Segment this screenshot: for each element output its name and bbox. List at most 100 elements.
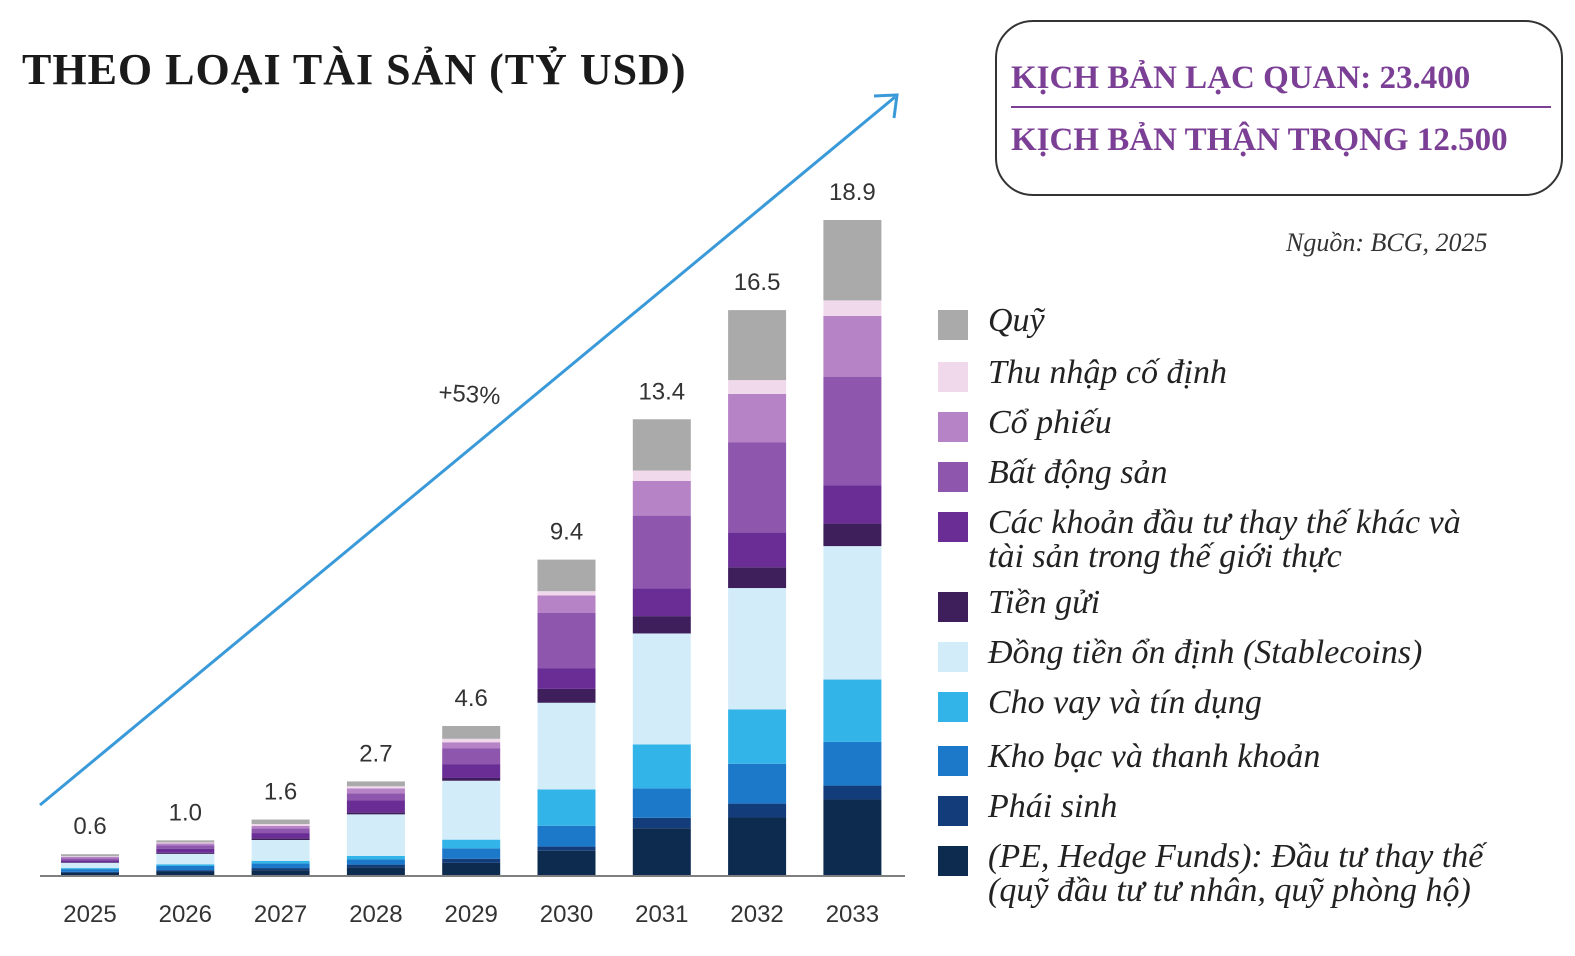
bar-segment — [346, 788, 405, 794]
bar-segment — [156, 848, 215, 853]
bar-segment — [61, 868, 119, 870]
legend-swatch — [938, 592, 968, 622]
legend-swatch — [938, 642, 968, 672]
bar-segment — [537, 612, 596, 669]
legend-swatch — [938, 462, 968, 492]
bar-segment — [156, 853, 215, 865]
bar-segment — [346, 781, 405, 787]
trend-arrow-line — [39, 95, 896, 807]
bar-segment — [346, 793, 405, 801]
bar-segment — [728, 763, 787, 804]
bar-segment — [823, 546, 882, 680]
bar-segment — [537, 850, 596, 875]
bar-segment — [632, 633, 691, 745]
bar-segment — [251, 825, 310, 829]
x-tick-label: 2033 — [826, 901, 879, 928]
bar-segment — [442, 748, 501, 765]
bar-total-label: 2.7 — [359, 740, 392, 767]
bar-segment — [632, 828, 691, 875]
legend-label: Kho bạc và thanh khoản — [988, 738, 1321, 775]
bar-segment — [346, 814, 405, 856]
scenario-box: KỊCH BẢN LẠC QUAN: 23.400 KỊCH BẢN THẬN … — [995, 20, 1563, 196]
bar-segment — [442, 725, 501, 739]
bar-segment — [251, 833, 310, 839]
bar-total-label: 1.0 — [169, 799, 202, 826]
source-note: Nguồn: BCG, 2025 — [1286, 228, 1488, 257]
bar-segment — [632, 616, 691, 634]
bar-segment — [728, 709, 787, 764]
bar-segment — [61, 858, 119, 861]
bar-segment — [156, 845, 215, 849]
legend-swatch — [938, 412, 968, 442]
legend-swatch — [938, 362, 968, 392]
bar-segment — [61, 872, 119, 875]
bar-segment — [728, 817, 787, 875]
bar-segment — [251, 838, 310, 840]
bar-segment — [632, 480, 691, 516]
legend-label: (PE, Hedge Funds): Đầu tư thay thế (quỹ … — [988, 838, 1484, 909]
bar-segment — [442, 862, 501, 875]
scenario-cautious: KỊCH BẢN THẬN TRỌNG 12.500 — [1011, 122, 1508, 158]
bar-segment — [823, 679, 882, 742]
bar-segment — [537, 825, 596, 847]
bar-segment — [537, 595, 596, 613]
legend-swatch — [938, 746, 968, 776]
legend-swatch — [938, 512, 968, 542]
bar-segment — [61, 856, 119, 857]
legend-label: Phái sinh — [988, 788, 1118, 825]
bar-segment — [728, 380, 787, 394]
bar-segment — [156, 840, 215, 843]
legend-swatch — [938, 796, 968, 826]
bar-segment — [251, 868, 310, 871]
bar-segment — [823, 220, 882, 301]
bar-segment — [61, 869, 119, 872]
scenario-divider — [1011, 106, 1551, 108]
bar-segment — [346, 800, 405, 813]
bar-segment — [823, 799, 882, 875]
x-tick-label: 2025 — [63, 901, 116, 928]
bar-segment — [537, 591, 596, 596]
bar-segment — [346, 859, 405, 865]
bar-segment — [537, 559, 596, 592]
legend-label: Cổ phiếu — [988, 404, 1112, 441]
bar-segment — [632, 419, 691, 471]
bar-segment — [728, 803, 787, 818]
legend-swatch — [938, 692, 968, 722]
bar-segment — [251, 828, 310, 834]
bar-segment — [156, 870, 215, 872]
x-tick-label: 2027 — [254, 901, 307, 928]
bar-segment — [728, 310, 787, 381]
bar-segment — [61, 856, 119, 859]
bar-segment — [251, 819, 310, 825]
bar-segment — [346, 786, 405, 789]
bar-segment — [442, 839, 501, 849]
bar-segment — [537, 846, 596, 851]
bar-segment — [251, 870, 310, 875]
bar-total-label: 13.4 — [638, 378, 685, 405]
bar-segment — [632, 817, 691, 829]
bar-segment — [728, 532, 787, 568]
legend: Quỹ Thu nhập cố định Cổ phiếu Bất động sản C… — [938, 0, 1568, 956]
bar-segment — [156, 864, 215, 866]
scenario-optimistic: KỊCH BẢN LẠC QUAN: 23.400 — [1011, 60, 1471, 96]
bar-segment — [346, 864, 405, 868]
bar-segment — [537, 702, 596, 790]
bar-segment — [442, 858, 501, 863]
trend-arrow-head — [873, 93, 899, 119]
x-tick-label: 2032 — [730, 901, 783, 928]
chart-title: THEO LOẠI TÀI SẢN (TỶ USD) — [22, 45, 687, 94]
bar-segment — [61, 860, 119, 863]
bar-total-label: 9.4 — [550, 519, 583, 546]
bar-segment — [442, 848, 501, 859]
legend-label: Đồng tiền ổn định (Stablecoins) — [988, 634, 1423, 671]
x-tick-label: 2026 — [159, 901, 212, 928]
bar-segment — [61, 862, 119, 869]
bar-segment — [632, 470, 691, 481]
bar-total-label: 18.9 — [829, 179, 876, 206]
bar-segment — [61, 871, 119, 873]
bar-segment — [823, 376, 882, 486]
bar-segment — [823, 315, 882, 377]
legend-label: Các khoản đầu tư thay thế khác và tài sả… — [988, 504, 1461, 575]
bar-segment — [442, 738, 501, 743]
